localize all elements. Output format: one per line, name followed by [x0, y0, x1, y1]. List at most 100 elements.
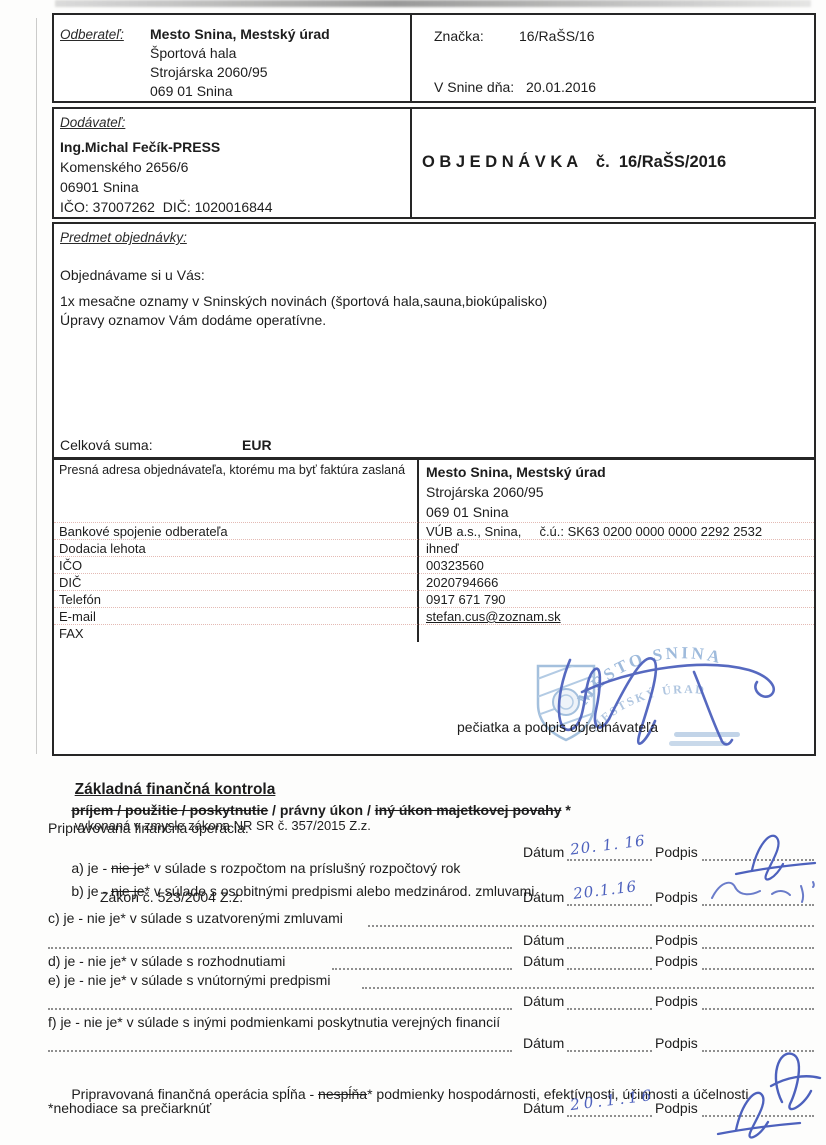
plain-text: *	[561, 802, 571, 818]
dotted-line	[567, 857, 652, 861]
subject-line: Úpravy oznamov Vám dodáme operatívne.	[60, 312, 327, 328]
signature-main	[557, 657, 776, 746]
control-item-c: c) je - nie je* v súlade s uzatvorenými …	[48, 910, 343, 926]
scan-artifact-top	[55, 0, 811, 7]
customer-name: Mesto Snina, Mestský úrad	[150, 26, 330, 42]
ref-value: 16/RaŠS/16	[519, 28, 595, 44]
dotted-line	[702, 902, 814, 906]
table-row: FAX	[54, 624, 814, 641]
dotted-line	[332, 966, 512, 970]
ref-label: Značka:	[434, 28, 484, 44]
date-label: V Snine dňa:	[434, 79, 515, 95]
row-value: 00323560	[426, 558, 484, 573]
table-row: IČO 00323560	[54, 556, 814, 574]
dotted-line	[567, 945, 652, 949]
podpis-label: Podpis	[655, 993, 698, 1009]
dotted-line	[702, 1006, 814, 1010]
control-item-b2: Zákon č. 523/2004 Z.z.	[100, 889, 244, 905]
row-label: E-mail	[59, 609, 96, 624]
row-value: 0917 671 790	[426, 592, 506, 607]
podpis-label: Podpis	[655, 932, 698, 948]
plain-text: / právny úkon /	[268, 802, 375, 818]
date-value: 20.01.2016	[526, 79, 597, 95]
customer-box: Odberateľ: Mesto Snina, Mestský úrad Špo…	[52, 13, 816, 103]
scan-artifact-left-edge	[36, 18, 37, 754]
supplier-address-block: Ing.Michal Fečík-PRESS Komenského 2656/6…	[60, 137, 273, 217]
subject-intro: Objednávame si u Vás:	[60, 267, 205, 283]
datum-label: Dátum	[523, 993, 565, 1009]
dotted-line	[48, 1048, 512, 1052]
control-title-rest: vykonaná v zmysle zákona NR SR č. 357/20…	[74, 818, 371, 833]
customer-address-line: Strojárska 2060/95	[150, 64, 268, 80]
podpis-label: Podpis	[655, 1035, 698, 1051]
stamp-smalltext-line	[674, 732, 740, 737]
supplier-name: Ing.Michal Fečík-PRESS	[60, 139, 221, 155]
total-currency: EUR	[242, 437, 272, 453]
struck-text: príjem / použitie / poskytnutie	[71, 802, 269, 818]
control-title-line: Základná finančná kontrola vykonaná v zm…	[48, 763, 371, 853]
customer-label: Odberateľ:	[60, 27, 124, 42]
row-value: 2020794666	[426, 575, 499, 590]
dotted-line	[362, 985, 814, 989]
datum-label: Dátum	[523, 932, 565, 948]
stamp-smalltext-line	[669, 741, 727, 746]
signature-final	[716, 1091, 802, 1139]
customer-address-block: Mesto Snina, Mestský úrad Športová hala …	[150, 25, 330, 101]
supplier-ids: IČO: 37007262 DIČ: 1020016844	[60, 199, 273, 215]
table-row: Telefón 0917 671 790	[54, 590, 814, 608]
control-intro: Pripravovaná finančná operácia:	[48, 820, 249, 836]
dotted-line	[567, 966, 652, 970]
row-value: ihneď	[426, 541, 459, 556]
customer-address-line: 069 01 Snina	[150, 83, 233, 99]
signature-item-b	[711, 881, 815, 903]
struck-text: iný úkon majetkovej povahy	[374, 802, 562, 818]
podpis-label: Podpis	[655, 953, 698, 969]
invoice-address-table: Presná adresa objednávateľa, ktorému ma …	[52, 458, 816, 646]
signature-summary	[769, 1052, 822, 1111]
row-label: IČO	[59, 558, 83, 573]
supplier-address-line: 06901 Snina	[60, 179, 139, 195]
table-row: Dodacia lehota ihneď	[54, 539, 814, 557]
control-item-f: f) je - nie je* v súlade s inými podmien…	[48, 1014, 501, 1030]
table-divider	[417, 460, 419, 644]
table-row: DIČ 2020794666	[54, 573, 814, 591]
address-row-label: Presná adresa objednávateľa, ktorému ma …	[59, 463, 406, 477]
control-operation-types: príjem / použitie / poskytnutie / právny…	[48, 786, 571, 834]
supplier-address-line: Komenského 2656/6	[60, 159, 189, 175]
control-item-b: b) je - nie je* v súlade s osobitnými pr…	[71, 883, 535, 899]
dotted-line	[702, 857, 814, 861]
dotted-line	[567, 902, 652, 906]
handwritten-date-b: 20.1.16	[572, 877, 639, 903]
table-row: Bankové spojenie odberateľa VÚB a.s., Sn…	[54, 522, 814, 540]
podpis-label: Podpis	[655, 889, 698, 905]
dotted-line	[567, 1048, 652, 1052]
stamp-caption: pečiatka a podpis objednávateľa	[457, 719, 659, 735]
struck-text: nespĺňa	[318, 1086, 368, 1102]
control-item-d: d) je - nie je* v súlade s rozhodnutiami	[48, 953, 286, 969]
control-summary: Pripravovaná finančná operácia spĺňa - n…	[71, 1086, 749, 1102]
box-divider	[410, 109, 412, 217]
control-footnote: *nehodiace sa prečiarknúť	[48, 1100, 212, 1116]
row-label: Telefón	[59, 592, 101, 607]
struck-text: nie je	[111, 883, 145, 899]
dotted-line	[48, 945, 512, 949]
datum-label: Dátum	[523, 889, 565, 905]
row-label: Dodacia lehota	[59, 541, 146, 556]
order-title: O B J E D N Á V K A č. 16/RaŠS/2016	[422, 153, 727, 171]
signature-item-a	[734, 834, 817, 881]
subject-label: Predmet objednávky:	[60, 230, 187, 245]
subject-box: Predmet objednávky: Objednávame si u Vás…	[52, 222, 816, 459]
row-label: DIČ	[59, 575, 82, 590]
customer-address-line: Športová hala	[150, 45, 237, 61]
dotted-line	[702, 1048, 814, 1052]
dotted-line	[567, 1006, 652, 1010]
control-title: Základná finančná kontrola	[74, 781, 276, 798]
invoice-address-name: Mesto Snina, Mestský úrad	[426, 464, 606, 480]
total-label: Celková suma:	[60, 437, 153, 453]
handwritten-date-a: 20. 1. 16	[569, 831, 647, 859]
dotted-line	[48, 1006, 512, 1010]
supplier-box: Dodávateľ: Ing.Michal Fečík-PRESS Komens…	[52, 107, 816, 219]
struck-text: nie je	[111, 860, 145, 876]
row-value-email: stefan.cus@zoznam.sk	[426, 609, 561, 624]
row-label: Bankové spojenie odberateľa	[59, 524, 228, 539]
